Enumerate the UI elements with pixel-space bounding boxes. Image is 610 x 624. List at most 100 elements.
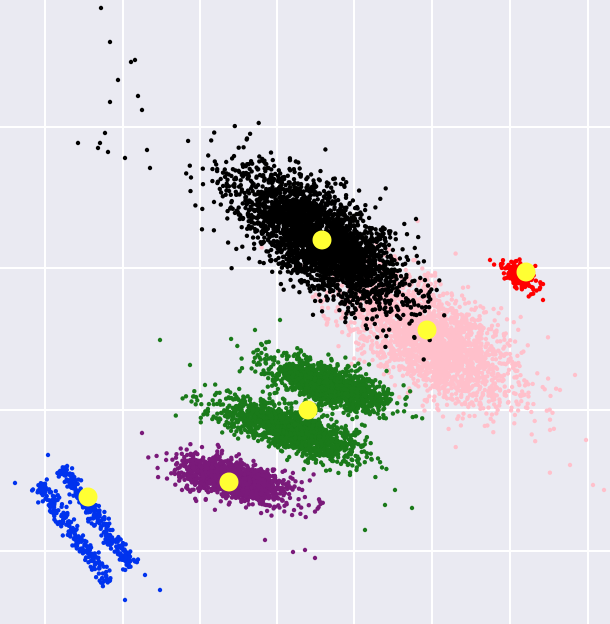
data-point-pink — [489, 344, 494, 350]
data-point-pink — [547, 417, 553, 422]
data-point-pink — [508, 338, 513, 343]
data-point-green — [392, 487, 398, 493]
data-point-pink — [485, 362, 490, 367]
data-point-green — [343, 355, 348, 360]
data-point-pink — [498, 339, 503, 344]
data-point-green2 — [350, 416, 355, 422]
data-point-pink — [529, 432, 534, 437]
data-point-pink — [349, 361, 354, 367]
data-point-pink — [542, 387, 547, 392]
data-point-green — [361, 400, 366, 405]
data-point-pink — [442, 358, 447, 364]
data-point-green — [298, 390, 303, 395]
data-point-pink — [477, 314, 482, 319]
data-point-green2 — [228, 428, 234, 433]
data-point-green — [257, 362, 262, 367]
data-point-green — [329, 358, 334, 363]
data-point-pink — [352, 327, 357, 332]
data-point-pink — [468, 376, 473, 381]
data-point-green — [283, 371, 288, 377]
data-point-pink — [439, 369, 445, 374]
data-point-pink — [483, 344, 488, 349]
data-point-pink — [497, 397, 502, 402]
data-point-pink — [411, 376, 416, 381]
data-point-pink — [382, 363, 388, 368]
data-point-green2 — [213, 382, 218, 387]
data-point-pink — [544, 408, 549, 413]
data-point-pink — [381, 355, 386, 360]
data-point-pink — [500, 374, 505, 379]
data-point-green2 — [325, 413, 330, 419]
data-point-green — [366, 404, 371, 410]
data-point-green — [314, 367, 319, 372]
data-point-pink — [447, 338, 452, 344]
data-point-pink — [551, 426, 557, 431]
data-point-pink — [366, 305, 371, 310]
data-point-green — [265, 384, 270, 389]
data-point-green — [253, 369, 258, 374]
data-point-green — [259, 350, 264, 356]
data-point-pink — [402, 324, 407, 330]
data-point-pink — [501, 331, 506, 337]
data-point-pink — [457, 331, 462, 336]
data-point-pink — [472, 413, 477, 419]
data-point-pink — [320, 305, 325, 310]
data-point-green — [329, 382, 335, 388]
data-point-green — [420, 416, 425, 421]
data-point-green2 — [220, 430, 225, 435]
data-point-pink — [361, 314, 366, 319]
data-point-pink — [358, 346, 364, 351]
data-point-pink — [467, 413, 472, 419]
data-point-green — [322, 401, 328, 407]
data-point-red — [491, 262, 497, 267]
data-point-green — [290, 361, 295, 367]
data-point-pink — [518, 314, 523, 320]
data-point-green — [345, 364, 351, 370]
data-point-pink — [462, 370, 467, 375]
data-point-pink — [512, 412, 518, 418]
data-point-red — [508, 268, 513, 274]
data-point-pink — [462, 347, 468, 352]
data-point-green — [342, 373, 347, 379]
data-point-green — [361, 392, 366, 397]
data-point-pink — [486, 327, 491, 332]
data-point-pink — [472, 307, 477, 313]
data-point-pink — [468, 321, 473, 327]
data-point-green — [359, 374, 364, 379]
data-point-green — [304, 382, 309, 388]
data-point-green — [363, 382, 368, 388]
data-point-pink — [486, 405, 491, 410]
data-point-pink — [421, 373, 427, 378]
data-point-pink — [463, 388, 468, 394]
data-point-pink — [502, 344, 507, 349]
data-point-pink — [432, 394, 437, 399]
data-point-pink — [333, 319, 339, 324]
data-point-green2 — [266, 444, 272, 449]
data-point-pink — [326, 317, 331, 322]
data-point-pink — [436, 382, 442, 387]
data-point-red — [519, 284, 524, 289]
data-point-pink — [515, 353, 520, 358]
data-point-pink — [480, 374, 486, 379]
data-point-green — [338, 403, 343, 408]
data-point-pink — [481, 378, 486, 383]
data-point-pink — [517, 363, 522, 369]
data-point-green — [342, 386, 347, 392]
data-point-green — [308, 374, 314, 379]
data-point-green — [382, 502, 388, 508]
data-point-pink — [521, 393, 526, 398]
data-point-pink — [433, 318, 438, 324]
data-point-green — [344, 407, 349, 413]
data-point-green — [410, 414, 415, 420]
data-point-pink — [472, 322, 478, 327]
data-point-green — [344, 398, 349, 403]
data-point-red — [508, 264, 514, 270]
data-point-pink — [472, 299, 478, 305]
data-point-green — [296, 351, 301, 356]
data-point-green — [372, 400, 377, 405]
data-point-pink — [335, 323, 340, 328]
data-point-pink — [481, 325, 486, 331]
data-point-green2 — [362, 423, 367, 428]
data-point-pink — [529, 409, 534, 415]
